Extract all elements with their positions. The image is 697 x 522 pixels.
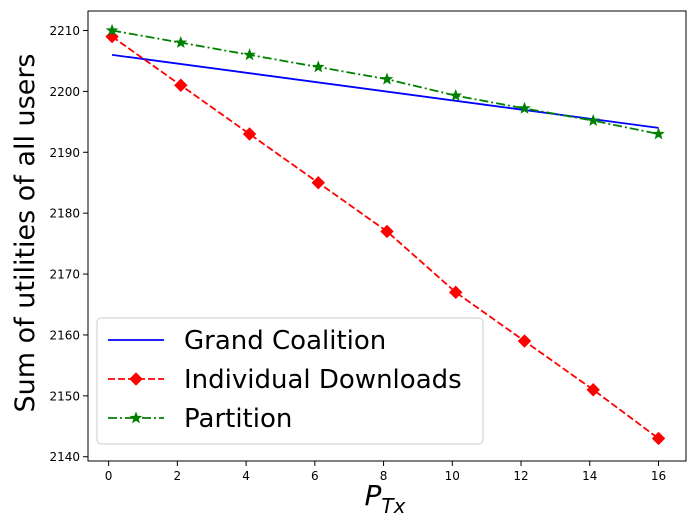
- data-point-partition: [586, 113, 600, 126]
- y-axis-label: Sum of utilities of all users: [10, 54, 41, 413]
- legend-label-grand-coalition: Grand Coalition: [184, 326, 386, 356]
- data-point-partition: [311, 60, 325, 73]
- legend-marker-partition: [129, 411, 143, 424]
- x-axis-label: PTx: [365, 479, 406, 518]
- legend-label-individual-downloads: Individual Downloads: [184, 365, 462, 395]
- data-point-partition: [518, 101, 531, 114]
- data-point-partition: [449, 88, 463, 102]
- series-individual-downloads: [105, 29, 666, 446]
- x-axis-label-subscript: Tx: [381, 494, 405, 518]
- data-point-individual-downloads: [651, 431, 666, 446]
- y-tick-label: 2170: [49, 268, 80, 282]
- data-point-individual-downloads: [586, 383, 600, 397]
- legend-box: [96, 317, 484, 445]
- plot-frame: [87, 10, 687, 462]
- x-tick-label: 4: [242, 469, 250, 483]
- x-tick-label: 8: [380, 469, 388, 483]
- y-tick-label: 2160: [49, 328, 80, 342]
- data-point-individual-downloads: [311, 176, 325, 190]
- x-tick-label: 10: [445, 469, 460, 483]
- data-point-individual-downloads: [517, 334, 532, 348]
- x-tick-label: 6: [311, 469, 319, 483]
- y-axis-ticks: 2140 2150 2160 2170 2180 2190 2200 2210: [49, 24, 88, 464]
- y-tick-label: 2190: [49, 146, 80, 160]
- data-point-partition: [380, 72, 394, 85]
- legend-entries: Grand Coalition Individual Downloads Parti…: [108, 326, 462, 434]
- x-tick-label: 16: [651, 469, 666, 483]
- data-point-individual-downloads: [105, 29, 119, 44]
- y-tick-label: 2180: [49, 207, 80, 221]
- y-tick-label: 2210: [49, 24, 80, 38]
- data-point-partition: [174, 36, 188, 49]
- y-tick-label: 2150: [49, 389, 80, 403]
- legend-entry-partition: Partition: [108, 404, 292, 434]
- x-tick-label: 14: [582, 469, 597, 483]
- legend-entry-individual-downloads: Individual Downloads: [108, 365, 462, 395]
- series-partition: [105, 23, 665, 140]
- data-point-individual-downloads: [449, 285, 463, 300]
- x-tick-label: 0: [105, 469, 113, 483]
- legend: Grand Coalition Individual Downloads Parti…: [96, 317, 484, 445]
- data-point-individual-downloads: [174, 78, 188, 92]
- x-tick-label: 12: [513, 469, 528, 483]
- y-tick-label: 2140: [49, 450, 80, 464]
- series-layer: [105, 23, 666, 446]
- legend-label-partition: Partition: [184, 404, 292, 434]
- data-point-partition: [105, 23, 119, 36]
- data-point-individual-downloads: [380, 224, 394, 239]
- legend-entry-grand-coalition: Grand Coalition: [108, 326, 386, 356]
- data-point-individual-downloads: [242, 127, 257, 141]
- x-tick-label: 2: [174, 469, 182, 483]
- legend-marker-individual-downloads: [129, 372, 143, 386]
- y-tick-label: 2200: [49, 85, 80, 99]
- x-axis-ticks: 0 2 4 6 8 10 12 14 16: [105, 461, 666, 483]
- data-point-partition: [652, 127, 665, 140]
- data-point-partition: [243, 48, 256, 61]
